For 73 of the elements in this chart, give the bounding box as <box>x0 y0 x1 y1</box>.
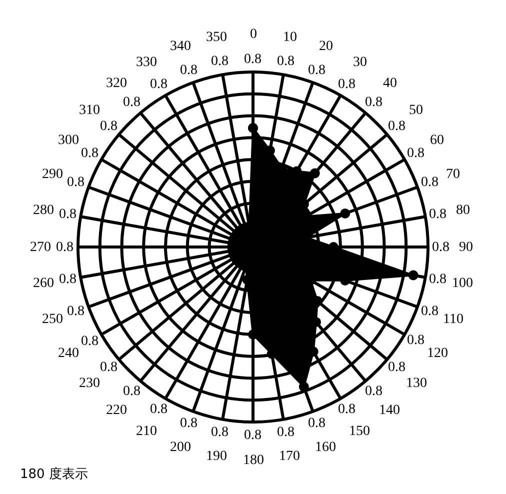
spoke-label: 130 <box>406 376 427 391</box>
text: 0.8 <box>432 240 450 255</box>
spoke-label: 160 <box>315 440 336 455</box>
spoke-label: 10 <box>283 30 297 45</box>
text: 0.8 <box>211 425 228 440</box>
text: 0.8 <box>407 333 424 348</box>
text: 0.8 <box>81 334 98 349</box>
spoke-label: 120 <box>427 346 448 361</box>
text: 0.8 <box>244 52 262 67</box>
text: 0.8 <box>421 304 438 319</box>
spoke-label: 300 <box>58 133 79 148</box>
text: 0.8 <box>81 146 98 161</box>
text: 0.8 <box>150 402 168 417</box>
text: 0.8 <box>308 63 326 78</box>
spoke-label: 350 <box>206 30 227 45</box>
spoke-label: 150 <box>349 424 370 439</box>
text: 0.8 <box>365 384 382 399</box>
text: 0.8 <box>100 119 118 134</box>
text: 0.8 <box>365 95 382 110</box>
spoke-label: 220 <box>106 403 127 418</box>
text: 0.8 <box>100 360 118 375</box>
spoke-label: 170 <box>279 449 300 464</box>
text: 0.8 <box>123 95 140 110</box>
spoke-label: 310 <box>79 103 100 118</box>
spoke-label: 40 <box>383 76 397 91</box>
text: 180 度表示 <box>20 466 88 482</box>
text: 0.8 <box>338 402 356 417</box>
text: 0.8 <box>277 54 294 69</box>
text: 0.8 <box>388 360 406 375</box>
spoke-label: 280 <box>33 203 54 218</box>
spoke-label: 330 <box>136 55 157 70</box>
spoke-label: 260 <box>33 276 54 291</box>
text: 0.8 <box>429 272 446 287</box>
text: 0.8 <box>59 272 76 287</box>
spoke-label: 110 <box>443 312 464 327</box>
text: 0.8 <box>244 428 262 443</box>
text: 0.8 <box>67 304 84 319</box>
spoke-label: 320 <box>106 76 127 91</box>
text: 0.8 <box>429 207 446 222</box>
spoke-label: 200 <box>170 440 191 455</box>
text: 0.8 <box>180 416 198 431</box>
spoke-label: 50 <box>409 103 423 118</box>
spoke-label: 290 <box>42 167 63 182</box>
spoke-label: 90 <box>459 240 473 255</box>
spoke-label: 30 <box>353 55 367 70</box>
spoke-label: 100 <box>452 276 473 291</box>
text: 0.8 <box>277 425 294 440</box>
text: 0.8 <box>59 207 76 222</box>
text: 0.8 <box>211 54 228 69</box>
text: 0.8 <box>123 384 140 399</box>
text: 0.8 <box>338 77 356 92</box>
spoke-label: 180 <box>243 453 264 468</box>
spoke-label: 60 <box>430 133 444 148</box>
spoke-label: 20 <box>319 39 333 54</box>
spoke-label: 250 <box>42 312 63 327</box>
text: 0.8 <box>56 240 74 255</box>
text: 0.8 <box>180 63 198 78</box>
text: 0.8 <box>150 77 168 92</box>
spoke-label: 190 <box>206 449 227 464</box>
spoke-label: 0 <box>250 27 257 42</box>
text: 0.8 <box>388 119 406 134</box>
text: 0.8 <box>407 146 424 161</box>
spoke-label: 140 <box>379 403 400 418</box>
spoke-label: 270 <box>30 240 51 255</box>
text: 0.8 <box>67 175 84 190</box>
spoke-label: 210 <box>136 424 157 439</box>
spoke-label: 230 <box>79 376 100 391</box>
spoke-label: 340 <box>170 39 191 54</box>
text: 0.8 <box>308 416 326 431</box>
text: 0.8 <box>421 175 438 190</box>
spoke-label: 240 <box>58 346 79 361</box>
spoke-label: 80 <box>456 203 470 218</box>
spoke-label: 70 <box>446 167 460 182</box>
